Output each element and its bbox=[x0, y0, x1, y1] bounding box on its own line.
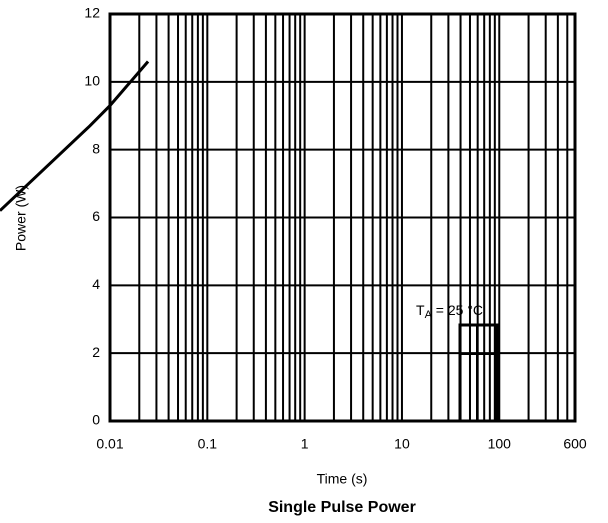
y-axis-label: Power (W) bbox=[13, 185, 29, 251]
annotation-text: T bbox=[416, 302, 425, 318]
y-tick-label: 6 bbox=[92, 208, 100, 224]
annotation-subscript: A bbox=[425, 309, 433, 321]
x-tick-label: 600 bbox=[563, 436, 587, 452]
annotation-rest: = 25 °C bbox=[432, 302, 483, 318]
x-tick-label: 0.01 bbox=[96, 436, 123, 452]
x-tick-label: 10 bbox=[394, 436, 410, 452]
y-tick-label: 12 bbox=[84, 5, 100, 21]
x-tick-label: 100 bbox=[488, 436, 512, 452]
annotation: TA = 25 °C bbox=[416, 302, 483, 321]
plot-frame bbox=[108, 12, 577, 423]
series-line bbox=[0, 60, 150, 212]
chart-title: Single Pulse Power bbox=[268, 499, 416, 516]
x-axis-label: Time (s) bbox=[317, 471, 368, 487]
x-tick-label: 1 bbox=[301, 436, 309, 452]
x-tick-label: 0.1 bbox=[198, 436, 218, 452]
y-tick-label: 2 bbox=[92, 344, 100, 360]
y-tick-label: 10 bbox=[84, 73, 100, 89]
y-tick-label: 0 bbox=[92, 412, 100, 428]
y-tick-label: 4 bbox=[92, 276, 100, 292]
y-tick-label: 8 bbox=[92, 140, 100, 156]
